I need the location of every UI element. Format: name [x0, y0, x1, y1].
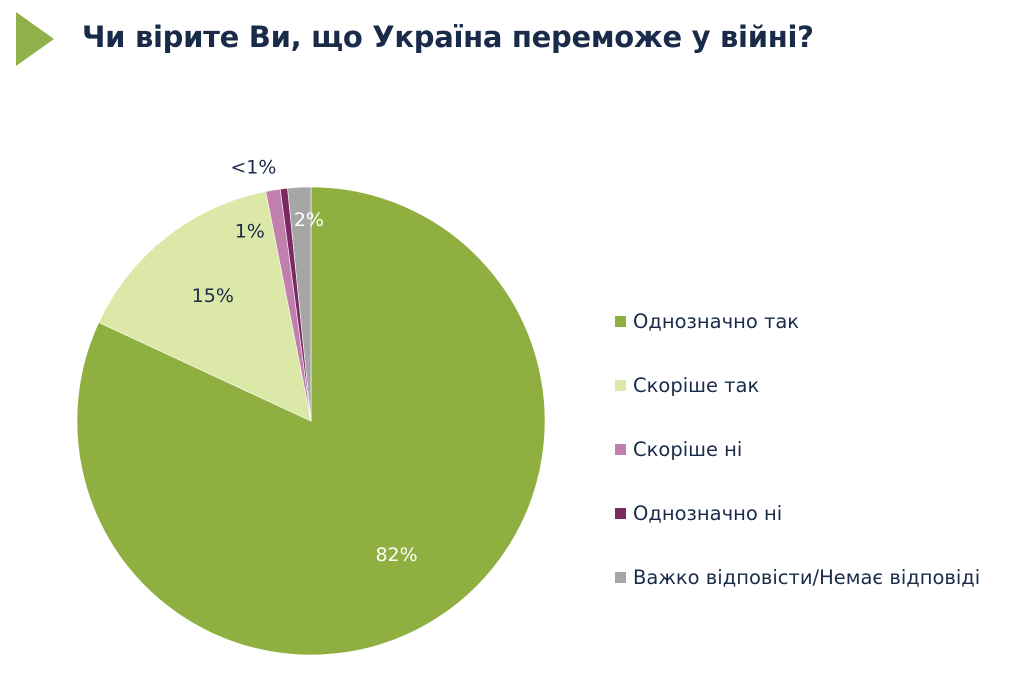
legend-label: Однозначно ні: [633, 501, 783, 525]
legend-item-2: Скоріше так: [615, 369, 1030, 401]
legend-label: Важко відповісти/Немає відповіді: [633, 565, 981, 589]
legend: Однозначно так Скоріше так Скоріше ні Одноз…: [615, 305, 1030, 625]
title-arrow-icon: [16, 12, 54, 66]
legend-swatch-icon: [615, 507, 626, 519]
legend-label: Скоріше так: [633, 373, 760, 397]
pie-slice-label-3: 1%: [235, 221, 265, 243]
legend-item-5: Важко відповісти/Немає відповіді: [615, 561, 1030, 593]
legend-swatch-icon: [615, 443, 626, 455]
legend-item-1: Однозначно так: [615, 305, 1030, 337]
legend-label: Скоріше ні: [633, 437, 743, 461]
legend-label: Однозначно так: [633, 309, 800, 333]
pie-labels: 82% 15% 1% <1% 2%: [192, 157, 418, 566]
legend-item-3: Скоріше ні: [615, 433, 1030, 465]
pie-slices: [76, 186, 546, 656]
pie-slice-label-1: 82%: [375, 544, 417, 566]
pie-slice-label-5: 2%: [294, 209, 324, 231]
page-title: Чи вірите Ви, що Україна переможе у війн…: [82, 20, 814, 54]
pie-slice-label-2: 15%: [192, 285, 234, 307]
legend-item-4: Однозначно ні: [615, 497, 1030, 529]
legend-swatch-icon: [615, 571, 626, 583]
pie-slice-label-4: <1%: [230, 157, 276, 179]
legend-swatch-icon: [615, 315, 626, 327]
legend-swatch-icon: [615, 379, 626, 391]
pie-slice-5: [287, 186, 312, 422]
pie-slice-2: [98, 191, 312, 422]
